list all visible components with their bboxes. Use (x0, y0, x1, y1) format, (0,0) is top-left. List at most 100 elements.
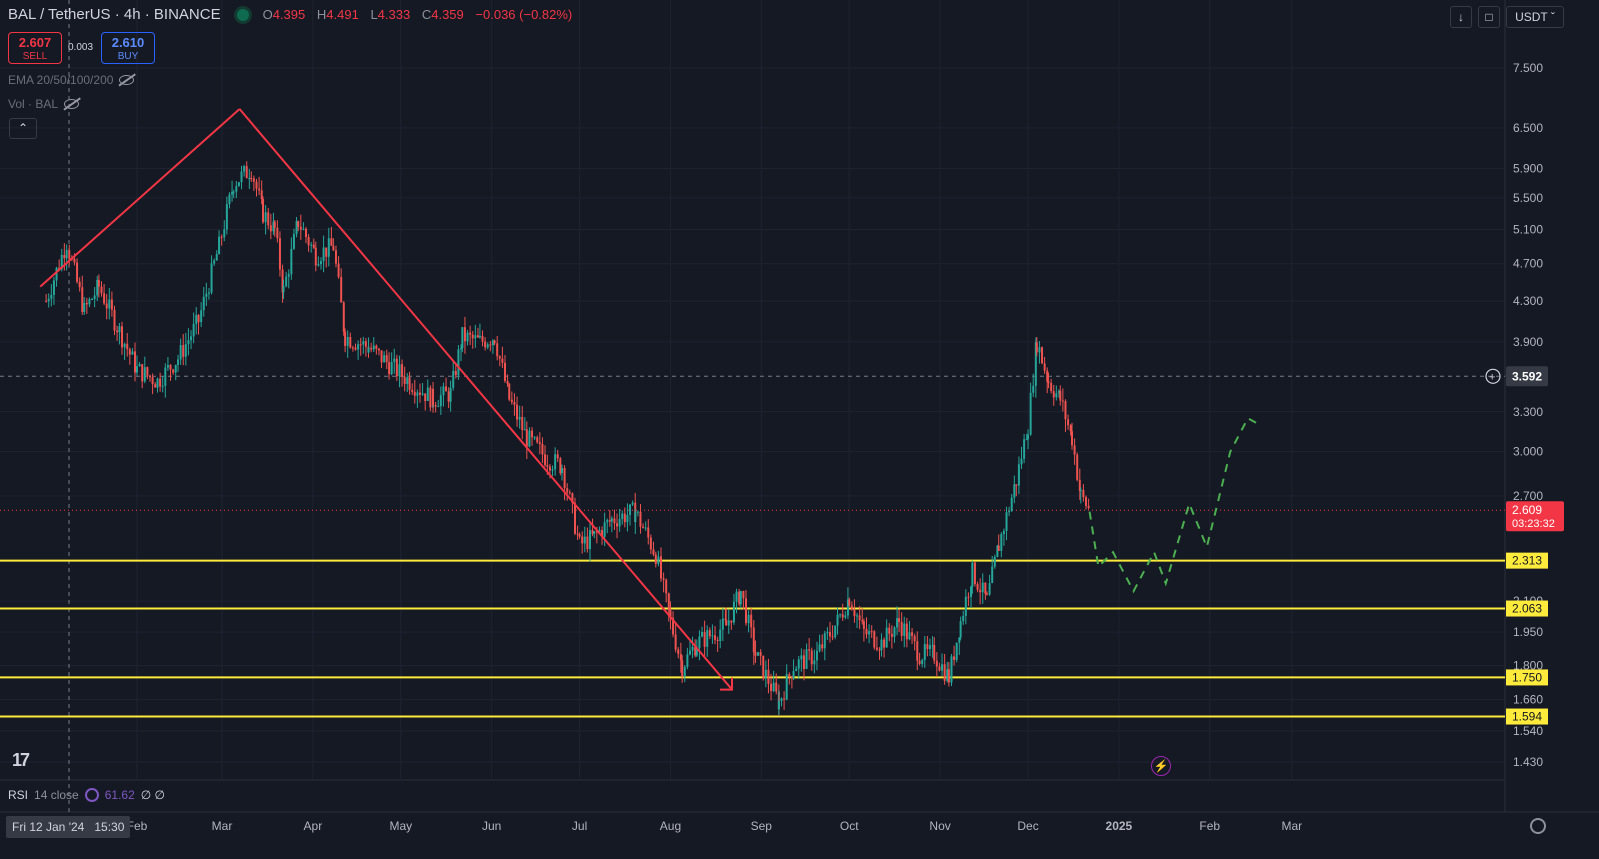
grid (0, 0, 1599, 813)
candle-body (287, 274, 290, 277)
volume-indicator-legend[interactable]: Vol · BAL (8, 97, 80, 111)
price-tick-label: 4.300 (1513, 294, 1543, 308)
candle-body (184, 344, 187, 357)
candle-body (858, 615, 861, 621)
candle-body (136, 366, 138, 373)
candle-body (1082, 489, 1085, 498)
candle-body (516, 404, 519, 420)
candle-body (861, 620, 864, 622)
candle-body (732, 601, 735, 623)
candle-body (996, 545, 999, 557)
sell-button[interactable]: 2.607 SELL (8, 32, 62, 64)
candle-body (314, 247, 317, 266)
candle-body (63, 254, 66, 259)
candle-body (85, 302, 88, 305)
candle-body (1005, 512, 1008, 531)
candle-body (182, 345, 185, 357)
candle-body (665, 579, 668, 594)
candle-body (686, 654, 689, 667)
candle-body (571, 493, 574, 504)
candle-body (476, 335, 479, 338)
candle-body (498, 356, 501, 359)
candle-body (327, 238, 330, 257)
candle-body (834, 625, 837, 638)
candle-body (544, 454, 547, 465)
candle-body (775, 682, 778, 692)
candle-body (616, 523, 619, 527)
candle-body (179, 345, 182, 360)
candle-body (123, 343, 126, 348)
open-value: 4.395 (272, 7, 306, 22)
candle-body (659, 556, 662, 579)
candle-body (813, 660, 816, 665)
candle-body (105, 303, 108, 309)
ema-indicator-legend[interactable]: EMA 20/50/100/200 (8, 73, 135, 87)
candle-body (841, 614, 844, 618)
candle-body (762, 655, 765, 679)
candle-body (215, 254, 218, 261)
candle-body (986, 593, 988, 595)
candle-body (988, 583, 991, 595)
candle-body (1032, 385, 1035, 393)
gear-icon[interactable] (1530, 818, 1546, 834)
candle-body (439, 395, 442, 407)
candle-body (601, 530, 604, 537)
sell-price: 2.607 (18, 35, 52, 50)
rsi-legend[interactable]: RSI 14 close 61.62 ∅ ∅ (8, 788, 165, 802)
price-tick-label: 6.500 (1513, 121, 1543, 135)
candle-body (375, 345, 378, 349)
time-tick-label: May (389, 819, 412, 833)
candle-body (418, 392, 421, 395)
candle-body (780, 698, 783, 702)
candle-body (310, 244, 313, 246)
candle-body (429, 387, 432, 408)
candle-body (752, 627, 755, 653)
candle-body (1071, 431, 1073, 446)
candle-body (808, 649, 811, 651)
candle-body (501, 358, 504, 363)
candle-body (816, 650, 818, 652)
candle-body (349, 337, 352, 348)
candle-body (1038, 347, 1041, 353)
candle-body (639, 511, 642, 527)
candle-body (461, 327, 464, 349)
last-price-label: 2.609 (1512, 503, 1542, 517)
candle-body (299, 226, 302, 230)
hidden-eye-icon[interactable] (119, 75, 135, 85)
time-tick-label: Jul (572, 819, 587, 833)
candle-body (121, 326, 124, 348)
fullscreen-button[interactable]: □ (1478, 6, 1500, 28)
candle-body (598, 530, 601, 533)
download-button[interactable]: ↓ (1450, 6, 1472, 28)
candle-body (642, 526, 645, 528)
candle-body (905, 623, 908, 640)
candle-body (790, 676, 793, 679)
candle-body (68, 250, 71, 259)
buy-button[interactable]: 2.610 BUY (101, 32, 155, 64)
candle-body (97, 279, 100, 287)
currency-select[interactable]: USDT ˇ (1506, 6, 1564, 28)
support-price-box (1506, 669, 1548, 686)
candle-body (449, 387, 452, 402)
candle-body (426, 387, 429, 401)
plus-icon-glyph: + (1489, 371, 1495, 383)
symbol-title[interactable]: BAL / TetherUS · 4h · BINANCE (8, 6, 221, 23)
candle-body (1046, 370, 1049, 382)
candle-body (695, 648, 698, 656)
candle-body (750, 614, 753, 628)
candle-body (116, 330, 119, 333)
hidden-eye-icon[interactable] (64, 99, 80, 109)
candle-body (821, 644, 824, 649)
candle-body (340, 276, 343, 303)
lightning-icon[interactable]: ⚡ (1151, 756, 1171, 776)
candle-body (452, 370, 455, 388)
candle-body (785, 674, 788, 700)
candle-body (875, 647, 878, 650)
fullscreen-icon: □ (1485, 10, 1493, 24)
candle-body (510, 399, 513, 403)
collapse-legend-button[interactable]: ⌃ (9, 118, 37, 139)
candle-body (518, 416, 521, 420)
candle-body (826, 632, 829, 634)
candle-body (457, 349, 460, 375)
